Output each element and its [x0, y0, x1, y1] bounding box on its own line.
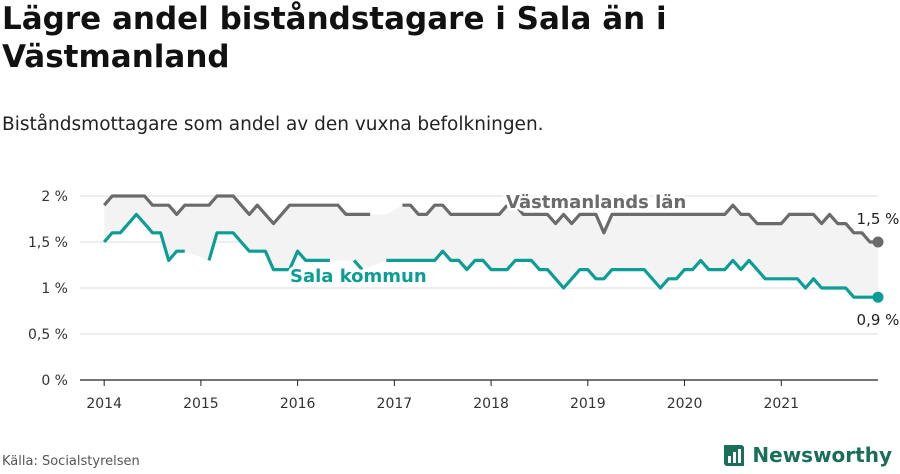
vastmanland-end-point	[872, 236, 884, 248]
chart-subtitle: Biståndsmottagare som andel av den vuxna…	[2, 114, 544, 135]
x-tick-label: 2015	[183, 396, 219, 412]
chart-title: Lägre andel biståndstagare i Sala än i V…	[2, 1, 667, 75]
x-tick-label: 2018	[473, 396, 509, 412]
sala-end-label: 0,9 %	[857, 311, 900, 329]
y-tick-label: 2 %	[41, 189, 68, 205]
source-text: Källa: Socialstyrelsen	[2, 454, 140, 469]
vastmanland-end-label: 1,5 %	[857, 210, 900, 228]
sala-series-label: Sala kommun	[290, 266, 427, 287]
sala-series-label-halo: Sala kommun	[290, 266, 427, 287]
y-tick-label: 0 %	[41, 373, 68, 389]
x-tick-label: 2016	[280, 396, 316, 412]
x-tick-label: 2014	[86, 396, 122, 412]
x-tick-label: 2021	[763, 396, 799, 412]
vastmanland-line	[102, 194, 878, 244]
difference-band	[104, 196, 878, 298]
newsworthy-icon	[724, 445, 745, 466]
vastmanland-series-label: Västmanlands län	[506, 192, 686, 213]
x-tick-label: 2017	[377, 396, 413, 412]
y-tick-label: 1,5 %	[28, 235, 68, 251]
x-tick-label: 2020	[667, 396, 703, 412]
sala-end-point	[872, 291, 884, 303]
y-tick-label: 1 %	[41, 281, 68, 297]
x-tick-label: 2019	[570, 396, 606, 412]
vastmanland-series-label-halo: Västmanlands län	[506, 192, 686, 213]
brand-name: Newsworthy	[752, 443, 892, 467]
y-tick-label: 0,5 %	[28, 327, 68, 343]
sala-line	[102, 212, 878, 299]
newsworthy-logo: Newsworthy	[722, 438, 892, 472]
